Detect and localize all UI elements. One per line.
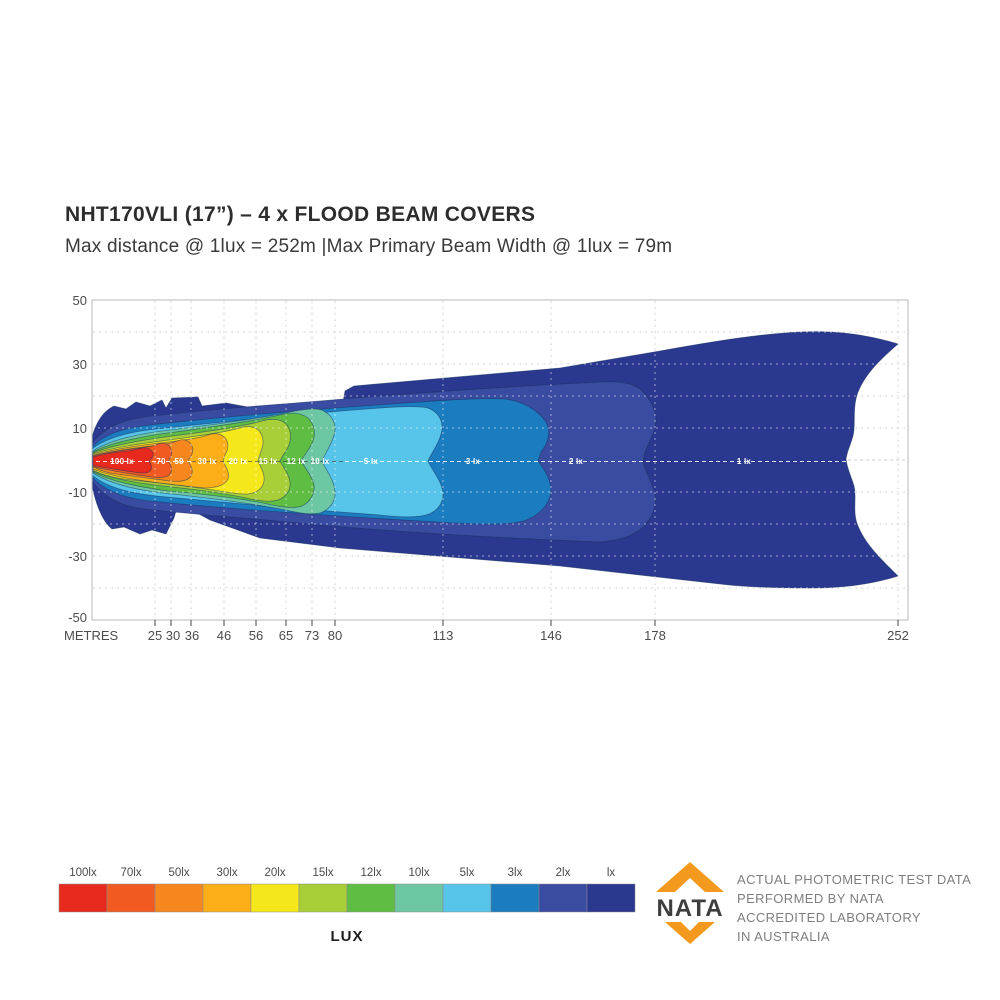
grid-overlay — [92, 300, 908, 620]
legend-labels: 100lx 70lx 50lx 30lx 20lx 15lx 12lx 10lx… — [69, 867, 615, 879]
nata-text: ACTUAL PHOTOMETRIC TEST DATA PERFORMED B… — [737, 872, 971, 944]
x-tick-36: 36 — [185, 628, 199, 643]
y-tick--30: -30 — [68, 549, 87, 564]
legend-label-30lx: 30lx — [216, 867, 237, 879]
legend-label-50lx: 50lx — [168, 867, 189, 879]
nata-line-1: ACTUAL PHOTOMETRIC TEST DATA — [737, 872, 971, 887]
x-tick-146: 146 — [540, 628, 562, 643]
legend-swatch-20lx — [250, 883, 300, 913]
legend-swatches — [58, 883, 636, 913]
x-tick-30: 30 — [166, 628, 180, 643]
x-tick-56: 56 — [249, 628, 263, 643]
contour-label-30lx: 30 lx — [198, 457, 217, 466]
x-axis-tick-marks — [154, 620, 899, 626]
y-tick--50: -50 — [68, 610, 87, 625]
x-tick-65: 65 — [279, 628, 293, 643]
x-tick-113: 113 — [433, 628, 454, 643]
legend-label-100lx: 100lx — [69, 867, 97, 879]
legend-swatch-2lx — [538, 883, 588, 913]
legend-label-2lx: 2lx — [556, 867, 571, 879]
x-tick-252: 252 — [887, 628, 909, 643]
legend-swatch-12lx — [346, 883, 396, 913]
page-subtitle: Max distance @ 1lux = 252m |Max Primary … — [65, 236, 673, 257]
legend-swatch-5lx — [442, 883, 492, 913]
contour-label-5lx: 5 lx — [364, 457, 378, 466]
y-tick-10: 10 — [73, 421, 87, 436]
legend-swatch-15lx — [298, 883, 348, 913]
legend-label-10lx: 10lx — [408, 867, 429, 879]
contour-label-12lx: 12 lx — [287, 457, 306, 466]
legend-label-3lx: 3lx — [508, 867, 523, 879]
nata-block: NATA ACTUAL PHOTOMETRIC TEST DATA PERFOR… — [656, 862, 971, 944]
legend-label-5lx: 5lx — [460, 867, 475, 879]
legend-label-15lx: 15lx — [312, 867, 333, 879]
nata-logo: NATA — [656, 862, 724, 944]
contour-label-50lx: 50 — [174, 457, 184, 466]
contour-label-10lx: 10 lx — [311, 457, 330, 466]
legend-label-70lx: 70lx — [120, 867, 141, 879]
lux-legend: 100lx 70lx 50lx 30lx 20lx 15lx 12lx 10lx… — [58, 867, 636, 945]
contour-label-1lx: 1 lx — [737, 457, 751, 466]
nata-line-2: PERFORMED BY NATA — [737, 891, 884, 906]
legend-label-20lx: 20lx — [264, 867, 285, 879]
contour-label-70lx: 70 — [156, 457, 166, 466]
x-tick-80: 80 — [328, 628, 342, 643]
y-axis-labels: 50 30 10 -10 -30 -50 — [68, 293, 87, 625]
legend-swatch-10lx — [394, 883, 444, 913]
contour-label-15lx: 15 lx — [259, 457, 278, 466]
nata-chevron-down-icon — [665, 922, 715, 944]
axis-unit-label: METRES — [64, 628, 119, 643]
x-tick-46: 46 — [217, 628, 231, 643]
legend-label-1lx: lx — [607, 867, 616, 879]
legend-swatch-30lx — [202, 883, 252, 913]
contour-label-3lx: 3 lx — [466, 457, 480, 466]
y-tick-30: 30 — [73, 357, 87, 372]
x-tick-178: 178 — [644, 628, 666, 643]
legend-swatch-3lx — [490, 883, 540, 913]
x-axis-labels: METRES 25 30 36 46 56 65 73 80 113 146 1… — [64, 628, 909, 643]
contour-label-2lx: 2 lx — [569, 457, 583, 466]
legend-swatch-1lx — [586, 883, 636, 913]
page-title: NHT170VLI (17”) – 4 x FLOOD BEAM COVERS — [65, 203, 536, 226]
contour-labels: 100 lx 70 50 30 lx 20 lx 15 lx 12 lx 10 … — [110, 457, 751, 466]
y-tick-50: 50 — [73, 293, 87, 308]
y-tick--10: -10 — [68, 485, 87, 500]
legend-label-12lx: 12lx — [360, 867, 381, 879]
contour-label-100lx: 100 lx — [110, 457, 134, 466]
nata-line-4: IN AUSTRALIA — [737, 929, 830, 944]
nata-logo-text: NATA — [656, 895, 723, 922]
legend-caption: LUX — [331, 928, 364, 945]
x-tick-25: 25 — [148, 628, 162, 643]
nata-line-3: ACCREDITED LABORATORY — [737, 910, 921, 925]
contour-region-100lx — [92, 447, 154, 474]
legend-swatch-100lx — [58, 883, 108, 913]
x-tick-73: 73 — [305, 628, 319, 643]
legend-swatch-50lx — [154, 883, 204, 913]
legend-swatch-70lx — [106, 883, 156, 913]
nata-chevron-up-icon — [656, 862, 724, 892]
contour-label-20lx: 20 lx — [229, 457, 248, 466]
plot-frame — [91, 299, 909, 621]
